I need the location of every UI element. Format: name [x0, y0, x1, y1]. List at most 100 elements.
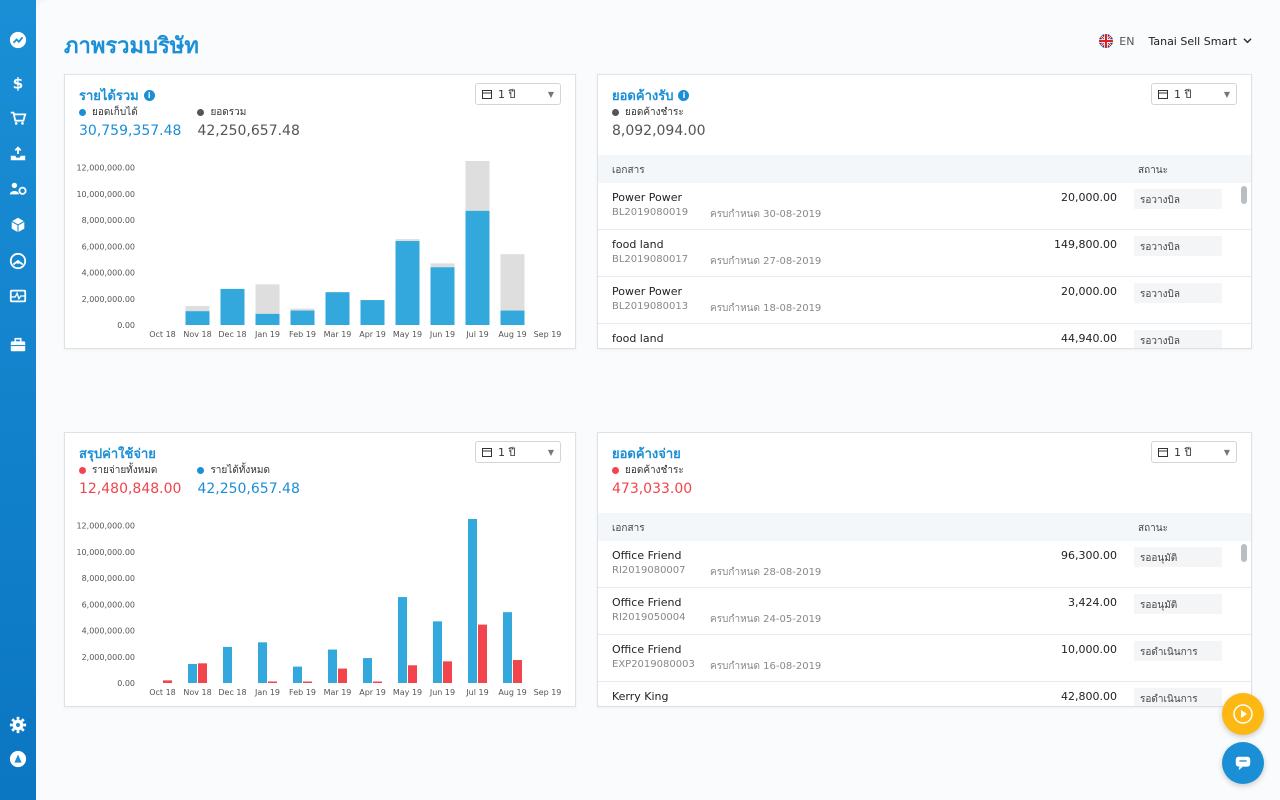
period-select[interactable]: 1 ปี ▼: [475, 83, 561, 105]
table-row[interactable]: Office Friend EXP2019080003 ครบกำหนด 16-…: [598, 635, 1251, 682]
y-tick-label: 10,000,000.00: [76, 190, 135, 199]
row-amount: 10,000.00: [1061, 643, 1117, 656]
row-due-date: ครบกำหนด 18-08-2019: [710, 303, 822, 314]
dollar-icon[interactable]: $: [0, 71, 36, 95]
row-due-date: ครบกำหนด 16-08-2019: [710, 661, 822, 672]
row-due-date: ครบกำหนด 24-05-2019: [710, 614, 822, 625]
receivable-title-text: ยอดค้างรับ: [612, 89, 674, 104]
x-tick-label: May 19: [393, 330, 422, 339]
bar-collected: [430, 267, 455, 325]
row-doc-number: BL2019080017: [612, 254, 689, 265]
calendar-icon: [1158, 448, 1168, 457]
legend-expense: รายจ่ายทั้งหมด 12,480,848.00: [79, 463, 181, 497]
chat-icon: [1235, 756, 1251, 771]
row-doc-number: BL2019080019: [612, 207, 689, 218]
legend-dot: [79, 467, 86, 474]
scrollbar-thumb[interactable]: [1241, 186, 1247, 204]
row-name: Power Power: [612, 285, 683, 298]
calendar-icon: [482, 448, 492, 457]
bar-expense: [443, 661, 452, 683]
row-doc-number: RI2019050004: [612, 612, 686, 623]
y-tick-label: 2,000,000.00: [82, 295, 135, 304]
contacts-icon[interactable]: [0, 177, 36, 201]
bar-income: [398, 597, 407, 683]
calendar-icon: [482, 90, 492, 99]
period-value: 1 ปี: [1174, 88, 1192, 101]
info-icon[interactable]: i: [143, 90, 155, 101]
bar-income: [293, 666, 302, 683]
bar-expense: [198, 663, 207, 683]
chevron-down-icon: ▼: [547, 89, 554, 99]
gauge-icon[interactable]: [0, 249, 36, 273]
x-tick-label: Feb 19: [289, 330, 316, 339]
inbox-icon[interactable]: [0, 142, 36, 166]
legend-label: รายได้ทั้งหมด: [210, 465, 270, 476]
x-tick-label: Mar 19: [324, 688, 352, 697]
x-tick-label: Oct 18: [149, 330, 176, 339]
language-switch[interactable]: EN: [1099, 34, 1134, 48]
period-select[interactable]: 1 ปี ▼: [1151, 441, 1237, 463]
period-select[interactable]: 1 ปี ▼: [475, 441, 561, 463]
row-doc-number: EXP2019080003: [612, 659, 695, 670]
legend-value: 30,759,357.48: [79, 123, 182, 139]
payable-table: Office Friend RI2019080007 ครบกำหนด 28-0…: [598, 541, 1251, 706]
table-header: เอกสาร สถานะ: [598, 513, 1251, 541]
table-row[interactable]: Kerry King 42,800.00 รอดำเนินการ: [598, 682, 1251, 706]
box-icon[interactable]: [0, 213, 36, 237]
table-row[interactable]: Power Power BL2019080019 ครบกำหนด 30-08-…: [598, 183, 1251, 230]
bar-collected: [220, 288, 245, 325]
legend-dot: [197, 467, 205, 474]
bar-collected: [395, 241, 420, 325]
profile-icon[interactable]: [0, 747, 36, 771]
pulse-icon[interactable]: [0, 284, 36, 308]
row-amount: 20,000.00: [1061, 285, 1117, 298]
settings-icon[interactable]: [0, 713, 36, 737]
x-tick-label: Jul 19: [465, 330, 488, 339]
legend-income: รายได้ทั้งหมด 42,250,657.48: [197, 463, 300, 497]
table-row[interactable]: Office Friend RI2019050004 ครบกำหนด 24-0…: [598, 588, 1251, 635]
row-status: รอวางบิล: [1134, 283, 1222, 303]
payable-title-text: ยอดค้างจ่าย: [612, 447, 681, 462]
x-tick-label: Feb 19: [289, 688, 316, 697]
chat-button[interactable]: [1222, 742, 1264, 784]
play-tutorial-button[interactable]: [1222, 693, 1264, 735]
x-tick-label: Dec 18: [218, 688, 246, 697]
bar-income: [503, 612, 512, 683]
row-due-date: ครบกำหนด 28-08-2019: [710, 567, 822, 578]
period-select[interactable]: 1 ปี ▼: [1151, 83, 1237, 105]
calendar-icon: [1158, 90, 1168, 99]
chevron-down-icon: ▼: [547, 447, 554, 457]
x-tick-label: Jan 19: [254, 330, 280, 339]
table-row[interactable]: food land 44,940.00 รอวางบิล: [598, 324, 1251, 348]
row-status: รอวางบิล: [1134, 236, 1222, 256]
payable-card: ยอดค้างจ่าย 1 ปี ▼ ยอดค้างชำระ 473,033.0…: [597, 432, 1252, 707]
dashboard-icon[interactable]: [0, 28, 36, 52]
info-icon[interactable]: i: [678, 90, 690, 101]
table-row[interactable]: food land BL2019080017 ครบกำหนด 27-08-20…: [598, 230, 1251, 277]
briefcase-icon[interactable]: [0, 333, 36, 357]
row-name: Office Friend: [612, 549, 682, 562]
y-tick-label: 12,000,000.00: [76, 522, 135, 531]
row-amount: 44,940.00: [1061, 332, 1117, 345]
revenue-title-text: รายได้รวม: [79, 89, 139, 104]
x-tick-label: Mar 19: [324, 330, 352, 339]
bar-income: [363, 658, 372, 683]
scrollbar-thumb[interactable]: [1241, 544, 1247, 562]
company-selector[interactable]: Tanai Sell Smart: [1148, 35, 1252, 48]
bar-income: [328, 649, 337, 683]
cart-icon[interactable]: [0, 106, 36, 130]
row-amount: 42,800.00: [1061, 690, 1117, 703]
y-tick-label: 4,000,000.00: [82, 627, 135, 636]
table-row[interactable]: Office Friend RI2019080007 ครบกำหนด 28-0…: [598, 541, 1251, 588]
main-content: ภาพรวมบริษัท EN Tanai Sell Smart รายได้ร…: [36, 0, 1280, 800]
revenue-card: รายได้รวม i 1 ปี ▼ ยอดเก็บได้ 30,759,357…: [64, 74, 576, 349]
receivable-legend: ยอดค้างชำระ 8,092,094.00: [612, 105, 706, 139]
table-row[interactable]: Power Power BL2019080013 ครบกำหนด 18-08-…: [598, 277, 1251, 324]
column-doc: เอกสาร: [612, 165, 645, 176]
bar-expense: [268, 681, 277, 683]
y-tick-label: 12,000,000.00: [76, 164, 135, 173]
row-status: รออนุมัติ: [1134, 547, 1222, 567]
x-tick-label: Apr 19: [359, 330, 386, 339]
bar-income: [188, 663, 197, 683]
row-name: Office Friend: [612, 643, 682, 656]
